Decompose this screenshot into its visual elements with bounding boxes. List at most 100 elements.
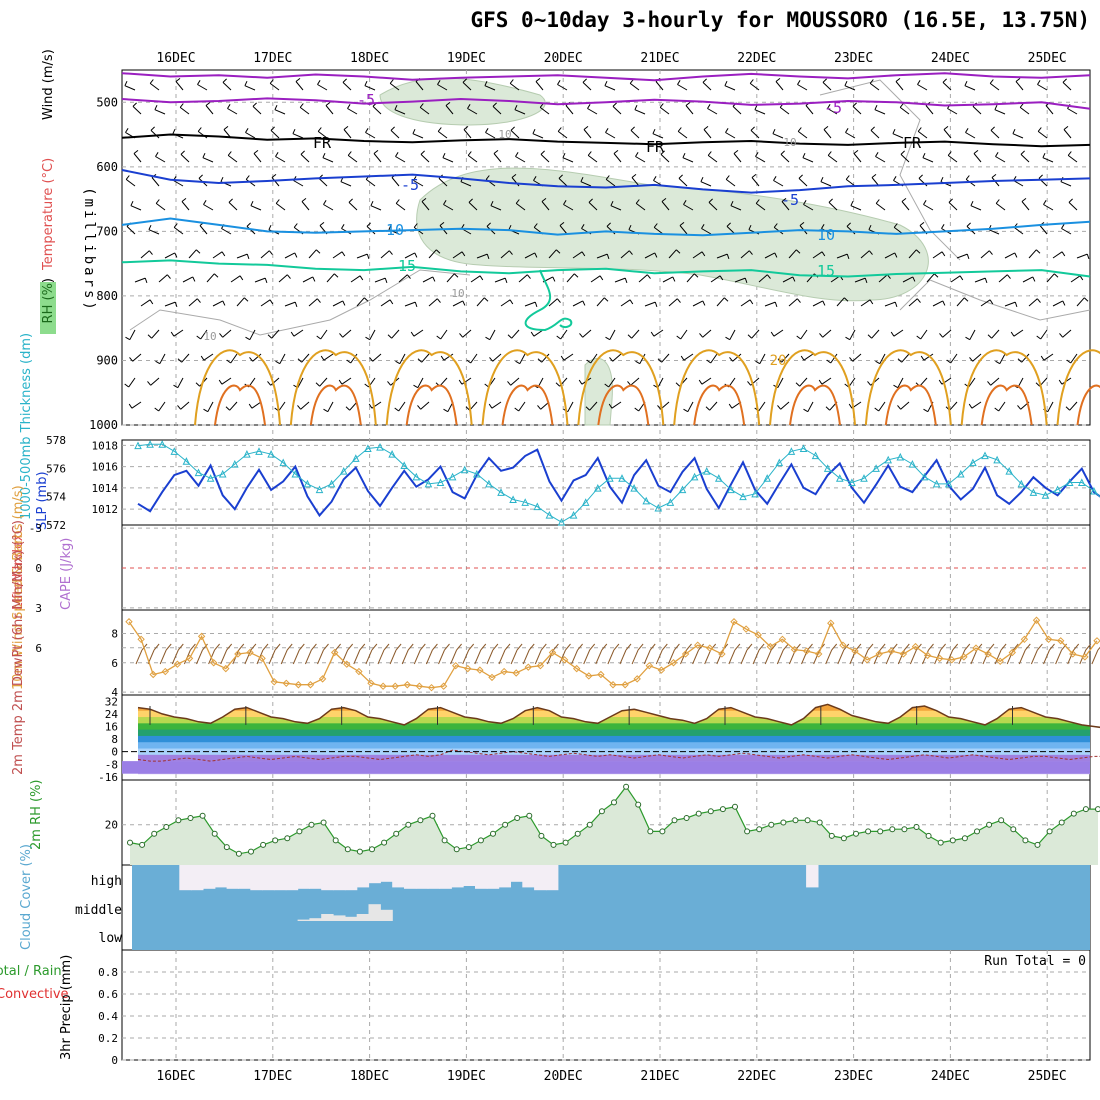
wind-barb-flag — [526, 274, 531, 279]
wind-barb-flag — [315, 249, 321, 254]
wind-speed-marker — [367, 679, 375, 687]
wind10m-barb — [1030, 649, 1038, 665]
wind10m-barb — [752, 649, 760, 665]
rh-marker — [756, 826, 763, 833]
wind-barb-flag — [488, 403, 493, 409]
wind-barb-flag — [301, 198, 307, 202]
wind-barb — [533, 329, 544, 337]
wind-barb — [751, 329, 760, 339]
wind-barb-flag — [125, 336, 131, 341]
wind-barb-flag — [875, 152, 879, 157]
wind-barb-flag — [537, 358, 543, 363]
wind-barb — [732, 106, 742, 115]
rh-marker — [574, 830, 581, 837]
wind-barb — [902, 276, 914, 283]
thickness-marker — [775, 458, 784, 467]
wind-barb-flag — [463, 126, 469, 130]
wind-barb — [686, 273, 695, 283]
wind-speed-marker — [246, 648, 254, 657]
wind-barb-flag — [705, 406, 711, 411]
wind-speed-marker — [972, 644, 980, 652]
wind-barb — [446, 273, 455, 283]
wind-barb — [799, 377, 808, 387]
wind-barb — [292, 133, 304, 139]
wind-barb — [369, 329, 376, 340]
wind-barb-flag — [172, 128, 176, 134]
cloud-cover-bars — [132, 865, 1090, 950]
wind-barb — [780, 401, 790, 410]
wind-barb — [629, 83, 640, 91]
wind-barb-flag — [125, 175, 130, 180]
wind-barb-flag — [290, 331, 295, 337]
rh-marker — [853, 830, 859, 837]
wind-barb-flag — [323, 200, 327, 205]
contour-label: -5 — [824, 99, 842, 117]
wind10m-barb — [1055, 649, 1063, 665]
cloud-high-gap — [463, 865, 476, 886]
wind10m-barb-flag — [335, 643, 341, 651]
wind-barb-flag — [803, 200, 807, 205]
wind-barb-flag — [693, 273, 699, 278]
pressure-tick-label: 500 — [96, 95, 118, 109]
wind10m-barb-flag — [1061, 643, 1067, 651]
cloud-high-gap — [522, 865, 535, 888]
rh-marker — [429, 812, 436, 819]
wind-barb — [126, 226, 136, 235]
wind-barb-flag — [895, 78, 901, 82]
wind-barb-flag — [555, 249, 561, 254]
wind-barb — [197, 84, 208, 91]
thickness-marker — [956, 469, 965, 478]
wind10m-barb — [764, 649, 772, 665]
wind-barb-flag — [435, 249, 441, 254]
thickness-marker — [327, 479, 336, 488]
wind-speed-marker — [645, 661, 654, 670]
wind-barb — [518, 401, 526, 412]
wind-barb-flag — [844, 80, 848, 86]
wind-barb-flag — [315, 382, 321, 387]
wind-barb — [340, 181, 352, 187]
wind-barb-flag — [701, 251, 706, 257]
wind-barb-flag — [533, 176, 537, 181]
wind-barb — [374, 277, 386, 283]
wind-barb-flag — [175, 78, 181, 82]
wind-barb — [932, 251, 943, 259]
cloud-high-gap — [534, 865, 547, 891]
thickness-marker — [436, 478, 445, 486]
wind-barb — [942, 82, 952, 91]
wind-barb-flag — [750, 126, 755, 131]
wind-barb — [173, 226, 184, 235]
wind-barb — [230, 353, 238, 364]
wind-barb-flag — [870, 126, 875, 131]
wind-barb — [900, 154, 910, 163]
wind-barb-flag — [562, 152, 566, 158]
thickness-marker — [388, 450, 396, 458]
wind-barb-flag — [825, 406, 831, 411]
rh-marker — [1082, 806, 1089, 813]
wind-barb — [293, 329, 304, 337]
rh-marker — [175, 817, 182, 824]
wind-barb-flag — [275, 360, 281, 365]
panel-frame-wind — [121, 609, 1091, 696]
wind-barb-flag — [479, 275, 484, 281]
wind-barb-flag — [964, 80, 968, 86]
wind-barb-flag — [654, 301, 658, 308]
wind-barb-flag — [853, 150, 859, 154]
wind-barb — [631, 329, 640, 339]
wind10m-barb — [341, 649, 349, 665]
wind-barb — [510, 130, 520, 139]
contour-label: 10 — [498, 128, 511, 141]
wind10m-barb-flag — [444, 643, 450, 651]
wind-barb-flag — [295, 78, 301, 82]
wind-barb-flag — [333, 273, 339, 278]
rh-marker — [163, 824, 170, 830]
wind-barb — [788, 298, 798, 307]
wind-barb — [999, 353, 1006, 364]
wind-barb-flag — [989, 299, 994, 305]
wind-barb — [922, 157, 934, 163]
wind-barb-flag — [220, 176, 224, 182]
wind-barb — [677, 130, 688, 139]
wind10m-barb-flag — [274, 643, 281, 651]
rh-marker — [453, 846, 460, 853]
wind-barb-flag — [774, 301, 778, 308]
wind10m-barb-flag — [1097, 646, 1100, 651]
